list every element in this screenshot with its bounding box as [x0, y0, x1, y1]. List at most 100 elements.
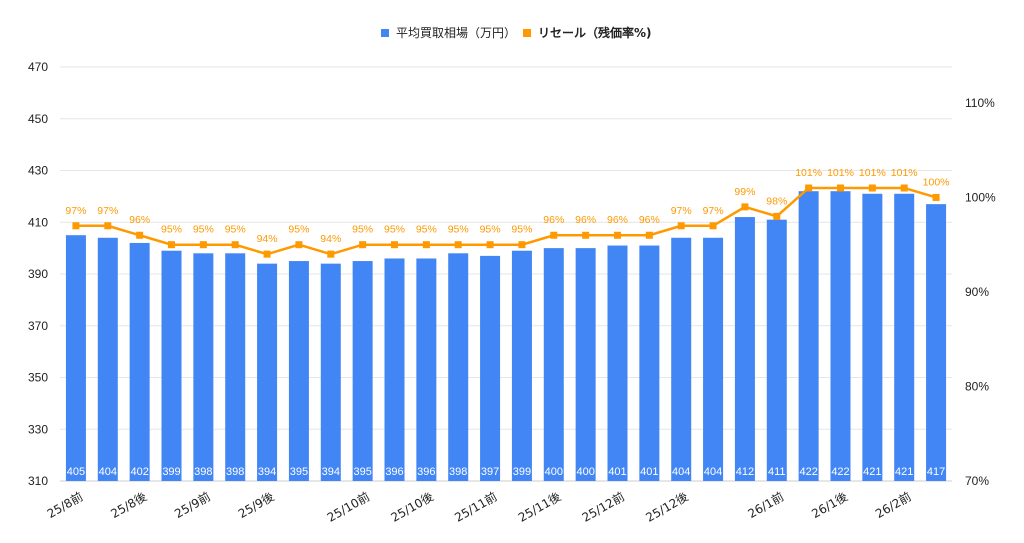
- bar: [607, 245, 628, 481]
- line-data-label: 96%: [639, 214, 660, 226]
- line-point: [741, 203, 749, 211]
- bar-data-label: 394: [258, 466, 276, 478]
- legend-swatch-bar: [381, 29, 389, 37]
- bar: [543, 248, 564, 481]
- left-tick-label: 310: [28, 474, 48, 488]
- bar-data-label: 422: [799, 466, 817, 478]
- line-point: [327, 250, 335, 258]
- bar: [480, 255, 501, 481]
- bar-data-label: 401: [608, 466, 626, 478]
- line-data-label: 95%: [161, 224, 182, 236]
- line-data-label: 95%: [416, 224, 437, 236]
- bar: [129, 242, 150, 481]
- left-tick-label: 330: [28, 422, 48, 436]
- bar: [257, 263, 278, 481]
- line-point: [295, 241, 303, 249]
- bar: [639, 245, 660, 481]
- line-data-label: 97%: [671, 205, 692, 217]
- line-point: [677, 222, 685, 230]
- line-point: [72, 222, 80, 230]
- x-tick-label: 25/12前: [579, 489, 627, 525]
- bar-data-label: 401: [640, 466, 658, 478]
- bar-data-label: 400: [576, 466, 594, 478]
- left-axis-ticks: 310 330 350 370 390 410 430 450 470: [28, 60, 48, 488]
- line-data-label: 98%: [766, 195, 787, 207]
- bar: [161, 250, 182, 481]
- x-tick-label: 25/9後: [236, 489, 277, 521]
- left-tick-label: 470: [28, 60, 48, 74]
- legend-swatch-line: [523, 29, 531, 37]
- bar-data-label: 395: [290, 466, 308, 478]
- line-point: [486, 241, 494, 249]
- bar-data-label: 400: [545, 466, 563, 478]
- line-data-label: 95%: [352, 224, 373, 236]
- right-tick-label: 110%: [965, 96, 995, 110]
- line-point: [614, 231, 621, 239]
- line-point: [582, 231, 590, 239]
- line-data-label: 95%: [448, 224, 469, 236]
- bar: [926, 204, 947, 481]
- line-data-label: 101%: [859, 167, 886, 179]
- line-point: [645, 231, 653, 239]
- x-tick-label: 25/10前: [324, 489, 372, 525]
- bar: [511, 250, 532, 481]
- bar-data-label: 412: [736, 466, 754, 478]
- line-data-label: 97%: [65, 205, 86, 217]
- line-data-label: 95%: [511, 224, 532, 236]
- bar-data-label: 402: [130, 466, 148, 478]
- bar-data-label: 404: [672, 466, 690, 478]
- line-data-label: 99%: [734, 186, 755, 198]
- left-tick-label: 410: [28, 215, 48, 229]
- left-tick-label: 370: [28, 319, 48, 333]
- bar: [225, 253, 246, 481]
- legend-label-line: リセール（残価率%): [538, 25, 652, 40]
- bar: [862, 193, 883, 481]
- right-tick-label: 80%: [965, 379, 989, 393]
- bar: [703, 237, 724, 481]
- x-tick-label: 25/8前: [44, 489, 85, 521]
- bar-data-label: 396: [385, 466, 403, 478]
- line-data-label: 95%: [225, 224, 246, 236]
- x-tick-label: 25/11後: [516, 489, 563, 524]
- line-point: [805, 184, 813, 192]
- bar: [448, 253, 469, 481]
- legend-label-bar: 平均買取相場（万円）: [396, 26, 516, 40]
- left-tick-label: 450: [28, 112, 48, 126]
- bar: [288, 261, 309, 481]
- line-point: [199, 241, 207, 249]
- bar-data-label: 422: [831, 466, 849, 478]
- line-point: [868, 184, 876, 192]
- line-point: [837, 184, 844, 192]
- bar: [97, 237, 118, 481]
- left-tick-label: 390: [28, 267, 48, 281]
- right-tick-label: 100%: [965, 190, 996, 204]
- line-data-label: 97%: [703, 205, 724, 217]
- bar-data-label: 399: [162, 466, 180, 478]
- right-axis-ticks: 70% 80% 90% 100% 110%: [965, 96, 996, 488]
- bar-data-label: 421: [895, 466, 913, 478]
- bar: [384, 258, 405, 481]
- line-point: [900, 184, 908, 192]
- bar-series: 405 404 402 399 398 398 394 395 394 395 396 396 398 3…: [65, 191, 947, 481]
- line-data-label: 96%: [607, 214, 628, 226]
- line-point: [422, 241, 430, 249]
- line-data-label: 94%: [257, 233, 278, 245]
- bar: [352, 261, 373, 481]
- line-data-label: 95%: [480, 224, 501, 236]
- bar: [671, 237, 692, 481]
- line-point: [104, 222, 112, 230]
- bar: [416, 258, 437, 481]
- bar-data-label: 396: [417, 466, 435, 478]
- line-point: [391, 241, 398, 249]
- left-tick-label: 350: [28, 371, 48, 385]
- bar: [734, 217, 755, 481]
- x-tick-label: 26/1後: [809, 489, 850, 521]
- line-point: [709, 222, 717, 230]
- left-tick-label: 430: [28, 164, 48, 178]
- line-point: [932, 193, 940, 201]
- bar-data-label: 398: [194, 466, 212, 478]
- line-data-label: 96%: [129, 214, 150, 226]
- line-point: [518, 241, 526, 249]
- bar: [894, 193, 915, 481]
